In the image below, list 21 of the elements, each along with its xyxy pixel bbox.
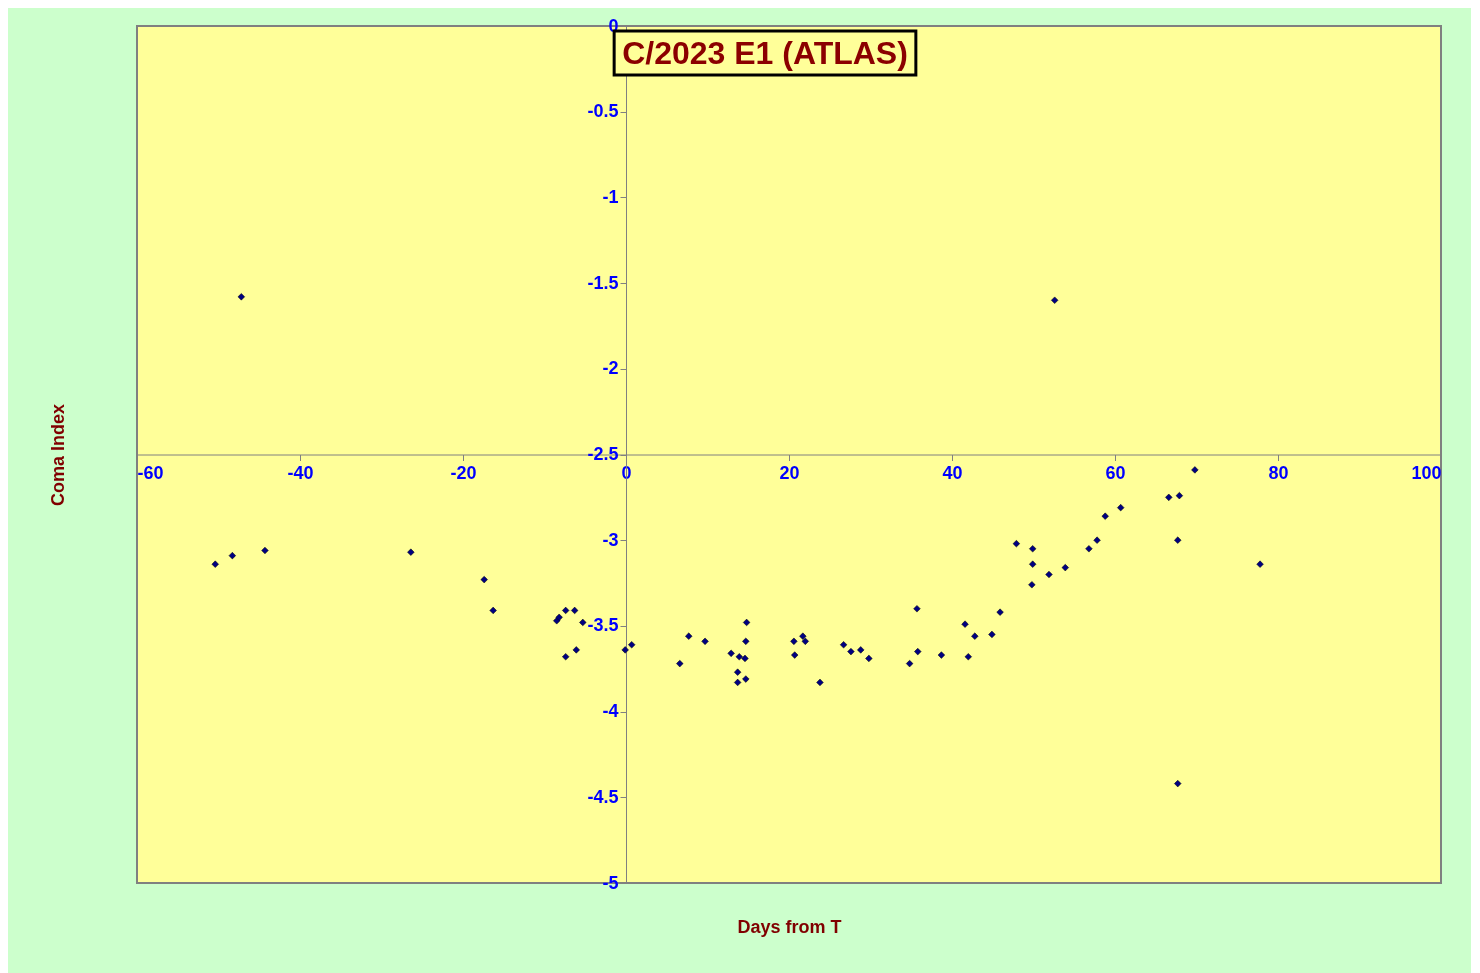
x-tick-label: 60	[1105, 463, 1126, 483]
y-tick-label: -4.5	[587, 786, 619, 807]
x-tick-label: 80	[1268, 463, 1289, 483]
x-tick-label: -40	[287, 463, 314, 483]
y-tick-label: -3.5	[587, 615, 619, 636]
x-axis-title: Days from T	[737, 916, 842, 937]
chart-title: C/2023 E1 (ATLAS)	[622, 35, 908, 71]
x-tick-label: -20	[450, 463, 477, 483]
x-tick-label: 20	[779, 463, 800, 483]
y-tick-label: -5	[602, 872, 619, 893]
x-tick-label: 40	[942, 463, 963, 483]
y-tick-label: -3	[602, 529, 619, 550]
y-axis-title: Coma Index	[47, 403, 68, 507]
x-tick-label: -60	[137, 463, 164, 483]
y-tick-label: -0.5	[587, 101, 619, 122]
x-tick-label: 100	[1411, 463, 1442, 483]
y-tick-label: -1.5	[587, 272, 619, 293]
y-tick-label: -2	[602, 358, 619, 379]
y-tick-label: -4	[602, 701, 619, 722]
y-tick-label: -1	[602, 186, 619, 207]
y-tick-label: -2.5	[587, 444, 619, 464]
